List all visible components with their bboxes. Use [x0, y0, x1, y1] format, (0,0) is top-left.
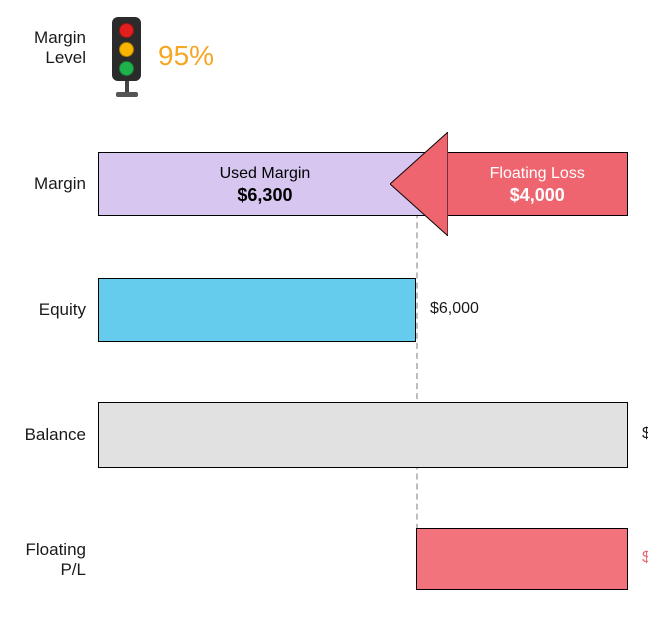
- floating-loss-value: $4,000: [448, 185, 628, 206]
- equity-value: $6,000: [430, 300, 479, 318]
- arrow-head: [390, 132, 448, 236]
- row-label-margin-level: Margin Level: [34, 28, 86, 67]
- traffic-light-yellow: [119, 42, 134, 57]
- floating-loss-arrow-body: Floating Loss $4,000: [448, 152, 629, 216]
- traffic-light-green: [119, 61, 134, 76]
- balance-bar: [98, 402, 628, 468]
- traffic-light-base: [116, 92, 138, 97]
- traffic-light-pole: [125, 81, 129, 92]
- row-label-balance: Balance: [25, 425, 86, 445]
- floating-loss-arrow: Floating Loss $4,000: [390, 132, 629, 236]
- floating-label-line2: P/L: [60, 560, 86, 579]
- used-margin-title: Used Margin: [99, 165, 431, 183]
- balance-value: $10,000: [642, 425, 648, 443]
- margin-level-label-line1: Margin: [34, 28, 86, 47]
- used-margin-value: $6,300: [99, 185, 431, 206]
- margin-level-label-line2: Level: [45, 48, 86, 67]
- margin-level-percent: 95%: [158, 40, 214, 72]
- row-label-equity: Equity: [39, 300, 86, 320]
- floating-loss-title: Floating Loss: [448, 165, 628, 183]
- floating-pl-value: $4,000: [642, 549, 648, 567]
- floating-pl-bar: [416, 528, 628, 590]
- equity-bar: [98, 278, 416, 342]
- row-label-floating-pl: Floating P/L: [26, 540, 86, 579]
- traffic-light-red: [119, 23, 134, 38]
- traffic-light-icon: [112, 17, 141, 81]
- used-margin-bar: Used Margin $6,300: [98, 152, 432, 216]
- floating-label-line1: Floating: [26, 540, 86, 559]
- row-label-margin: Margin: [34, 174, 86, 194]
